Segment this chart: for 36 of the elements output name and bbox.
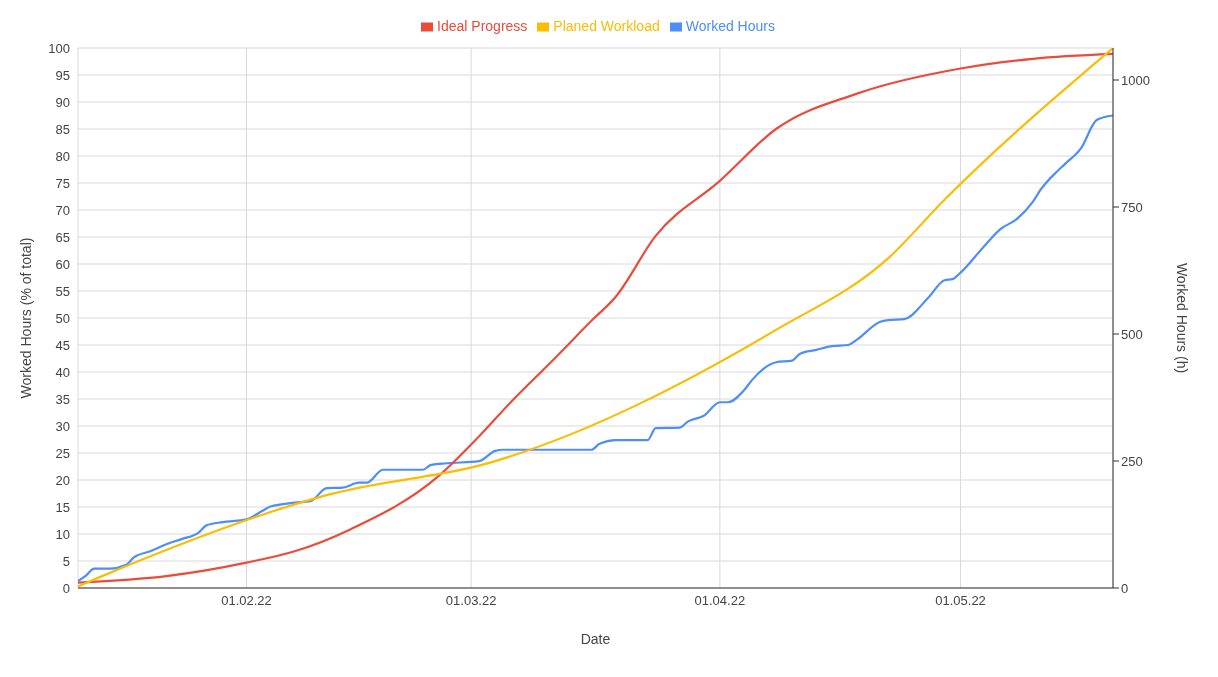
y-tick-label: 0 xyxy=(62,580,70,596)
y-tick-label: 45 xyxy=(55,337,70,353)
y2-axis-title: Worked Hours (h) xyxy=(1174,262,1191,374)
y2-tick-label: 0 xyxy=(1121,580,1129,596)
y-tick-label: 35 xyxy=(55,391,70,407)
y-tick-label: 50 xyxy=(55,310,70,326)
x-tick-label: 01.05.22 xyxy=(935,593,986,609)
x-axis-title: Date xyxy=(580,631,611,647)
y-tick-label: 15 xyxy=(55,499,70,515)
y-tick-label: 80 xyxy=(55,148,70,164)
y-tick-label: 70 xyxy=(55,202,70,218)
y-tick-label: 55 xyxy=(55,283,70,299)
legend-label: Worked Hours xyxy=(685,18,775,34)
x-tick-label: 01.03.22 xyxy=(445,593,497,609)
y-axis-title: Worked Hours (% of total) xyxy=(17,237,34,399)
legend-label: Planed Workload xyxy=(553,18,660,34)
y2-tick-label: 250 xyxy=(1121,453,1143,469)
y-tick-label: 100 xyxy=(48,40,70,56)
y2-tick-label: 1000 xyxy=(1121,72,1150,88)
y-tick-label: 10 xyxy=(55,526,70,542)
legend-label: Ideal Progress xyxy=(437,18,528,34)
x-tick-label: 01.02.22 xyxy=(221,593,272,609)
y2-tick-label: 750 xyxy=(1121,199,1143,215)
y-tick-label: 25 xyxy=(55,445,70,461)
y-tick-label: 75 xyxy=(55,175,70,191)
y-tick-label: 20 xyxy=(55,472,70,488)
y-tick-label: 60 xyxy=(55,256,70,272)
y2-tick-label: 500 xyxy=(1121,326,1143,342)
y-tick-label: 90 xyxy=(55,94,70,110)
y-tick-label: 95 xyxy=(55,67,70,83)
y-tick-label: 40 xyxy=(55,364,70,380)
x-tick-label: 01.04.22 xyxy=(694,593,746,609)
y-tick-label: 85 xyxy=(55,121,70,137)
y-tick-label: 65 xyxy=(55,229,70,245)
y-tick-label: 5 xyxy=(62,553,70,569)
y-tick-label: 30 xyxy=(55,418,70,434)
